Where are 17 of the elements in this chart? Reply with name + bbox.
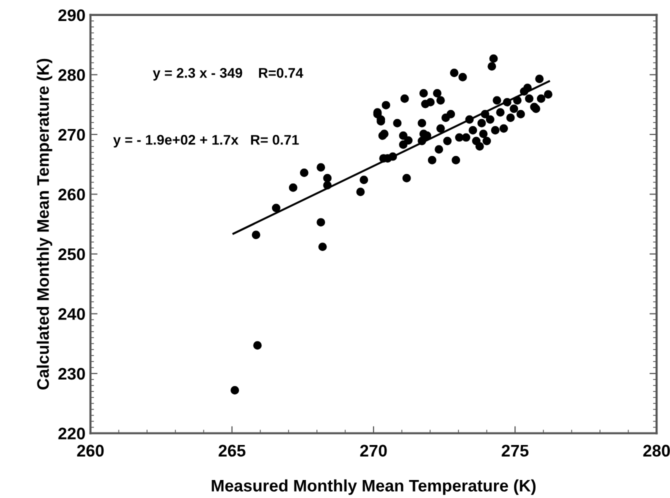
y-tick-label: 240: [58, 308, 85, 320]
y-tick-label: 230: [58, 368, 85, 380]
x-tick-label: 275: [502, 444, 529, 457]
x-tick-label: 265: [218, 444, 246, 457]
annotation: y = 2.3 x - 349 R=0.74: [152, 68, 304, 81]
x-tick-label: 270: [360, 444, 387, 457]
y-tick-label: 270: [58, 128, 85, 141]
y-axis-title: Calculated Monthly Mean Temperature (K): [36, 58, 52, 390]
y-tick-label: 220: [58, 428, 85, 440]
y-tick-label: 280: [58, 69, 85, 81]
x-tick-label: 280: [643, 444, 670, 457]
x-tick-label: 260: [77, 444, 104, 457]
y-tick-label: 250: [58, 248, 85, 260]
y-tick-label: 290: [58, 9, 85, 22]
annotation: y = - 1.9e+02 + 1.7x R= 0.71: [113, 134, 299, 148]
x-axis-title: Measured Monthly Mean Temperature (K): [212, 479, 536, 495]
y-tick-label: 260: [58, 188, 85, 200]
